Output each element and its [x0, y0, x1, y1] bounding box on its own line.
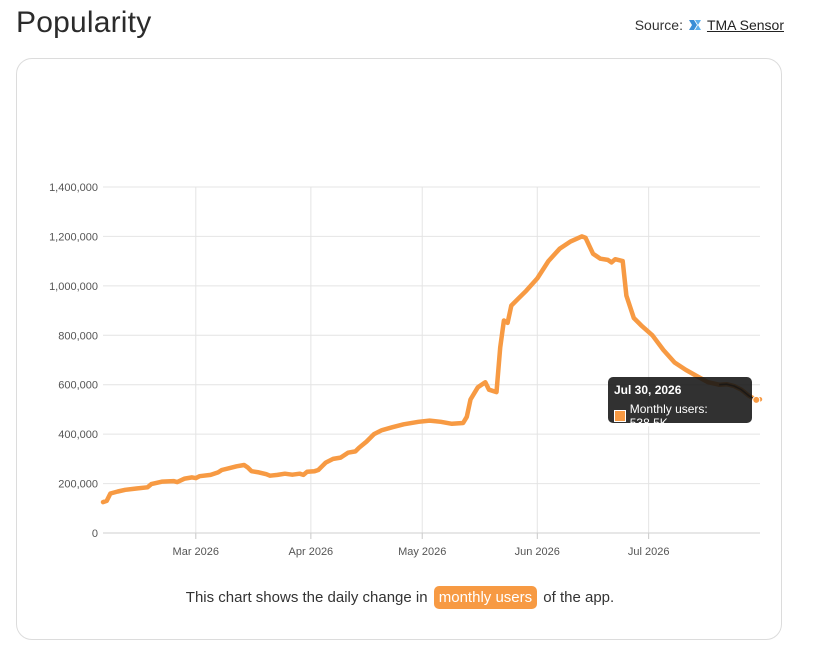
y-tick-label: 1,400,000 — [49, 182, 98, 194]
y-tick-label: 400,000 — [58, 429, 98, 441]
highlight-point — [752, 395, 761, 404]
x-tick-label: Jun 2026 — [515, 546, 560, 558]
x-tick-label: Apr 2026 — [289, 546, 334, 558]
chart-tooltip: Jul 30, 2026 Monthly users: 538.5K — [608, 377, 752, 430]
y-tick-label: 800,000 — [58, 330, 98, 342]
series-line-monthly-users — [100, 234, 722, 505]
page-title: Popularity — [16, 6, 152, 39]
caption-after: of the app. — [543, 589, 615, 606]
tooltip-value: Monthly users: 538.5K — [629, 402, 708, 430]
y-tick-label: 1,000,000 — [49, 281, 98, 293]
source-attribution: Source: TMA Sensor — [635, 17, 784, 33]
source-link[interactable]: TMA Sensor — [706, 17, 784, 33]
monthly-users-chip[interactable]: monthly users — [433, 586, 538, 609]
x-tick-label: Mar 2026 — [173, 546, 219, 558]
y-tick-label: 600,000 — [58, 380, 98, 392]
y-tick-label: 1,200,000 — [49, 231, 98, 243]
popularity-chart: 0 200,000 400,000 600,000 800,000 1,000,000 1,… — [49, 182, 763, 558]
tooltip-date: Jul 30, 2026 — [614, 383, 682, 397]
y-tick-label: 0 — [92, 528, 98, 540]
tooltip-series-swatch — [614, 410, 626, 422]
tooltip-row: Monthly users: 538.5K — [614, 402, 746, 430]
chart-caption: This chart shows the daily change in mon… — [17, 586, 783, 609]
x-tick-label: Jul 2026 — [628, 546, 670, 558]
source-prefix: Source: — [634, 17, 683, 33]
y-tick-label: 200,000 — [58, 479, 98, 491]
x-tick-label: May 2026 — [398, 546, 446, 558]
caption-before: This chart shows the daily change in — [185, 589, 428, 606]
tma-sensor-icon — [687, 17, 703, 33]
chart-card: 0 200,000 400,000 600,000 800,000 1,000,000 1,… — [16, 58, 782, 640]
